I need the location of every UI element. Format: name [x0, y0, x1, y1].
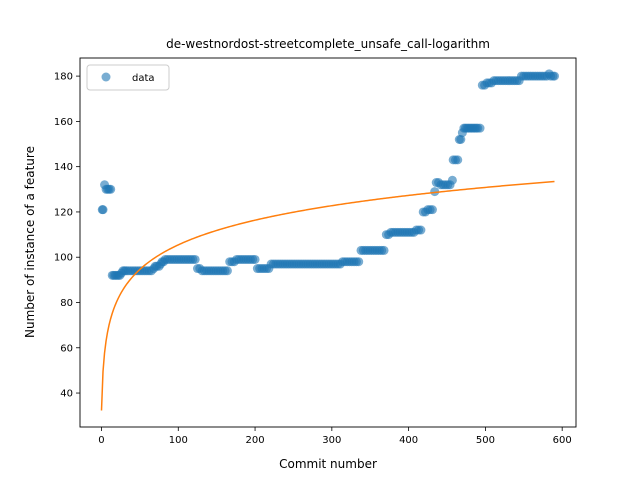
x-tick-label: 400 — [399, 435, 418, 446]
data-point — [379, 245, 389, 255]
x-tick-label: 600 — [553, 435, 572, 446]
y-tick-label: 40 — [60, 389, 73, 400]
fit-line — [100, 180, 555, 411]
series-layer — [97, 69, 560, 411]
data-point — [250, 254, 260, 264]
x-axis-label: Commit number — [279, 457, 377, 471]
y-tick-label: 180 — [54, 72, 73, 83]
x-tick-label: 100 — [169, 435, 188, 446]
x-axis-ticks: 0 100 200 300 400 500 600 — [98, 427, 572, 446]
y-tick-label: 140 — [54, 162, 73, 173]
legend: data — [86, 64, 170, 91]
y-axis-ticks: 40 60 80 100 120 140 160 180 — [54, 72, 80, 400]
y-tick-label: 160 — [54, 117, 73, 128]
axes-frame — [79, 57, 577, 428]
x-tick-label: 500 — [476, 435, 495, 446]
legend-label-data: data — [132, 73, 155, 84]
y-tick-label: 80 — [60, 298, 73, 309]
data-point — [453, 155, 463, 165]
x-tick-label: 0 — [98, 435, 104, 446]
data-point — [456, 134, 466, 144]
data-point — [106, 184, 116, 194]
data-point — [416, 225, 426, 235]
data-point — [354, 257, 364, 267]
data-point — [98, 205, 108, 215]
y-tick-label: 100 — [54, 253, 73, 264]
data-point — [190, 254, 200, 264]
plot-area: 0 100 200 300 400 500 600 40 60 80 100 120 140 160 18… — [54, 57, 577, 446]
data-point — [427, 205, 437, 215]
legend-marker-data — [101, 72, 111, 82]
data-point — [447, 175, 457, 185]
y-axis-label: Number of instance of a feature — [23, 146, 37, 338]
data-point — [550, 71, 560, 81]
data-point — [475, 123, 485, 133]
axes-background — [80, 58, 576, 427]
x-tick-label: 300 — [322, 435, 341, 446]
x-tick-label: 200 — [246, 435, 265, 446]
data-point — [430, 187, 440, 197]
y-tick-label: 60 — [60, 343, 73, 354]
legend-box — [86, 64, 170, 91]
y-tick-label: 120 — [54, 207, 73, 218]
data-point — [222, 266, 232, 276]
chart-title: de-westnordost-streetcomplete_unsafe_cal… — [166, 37, 490, 51]
